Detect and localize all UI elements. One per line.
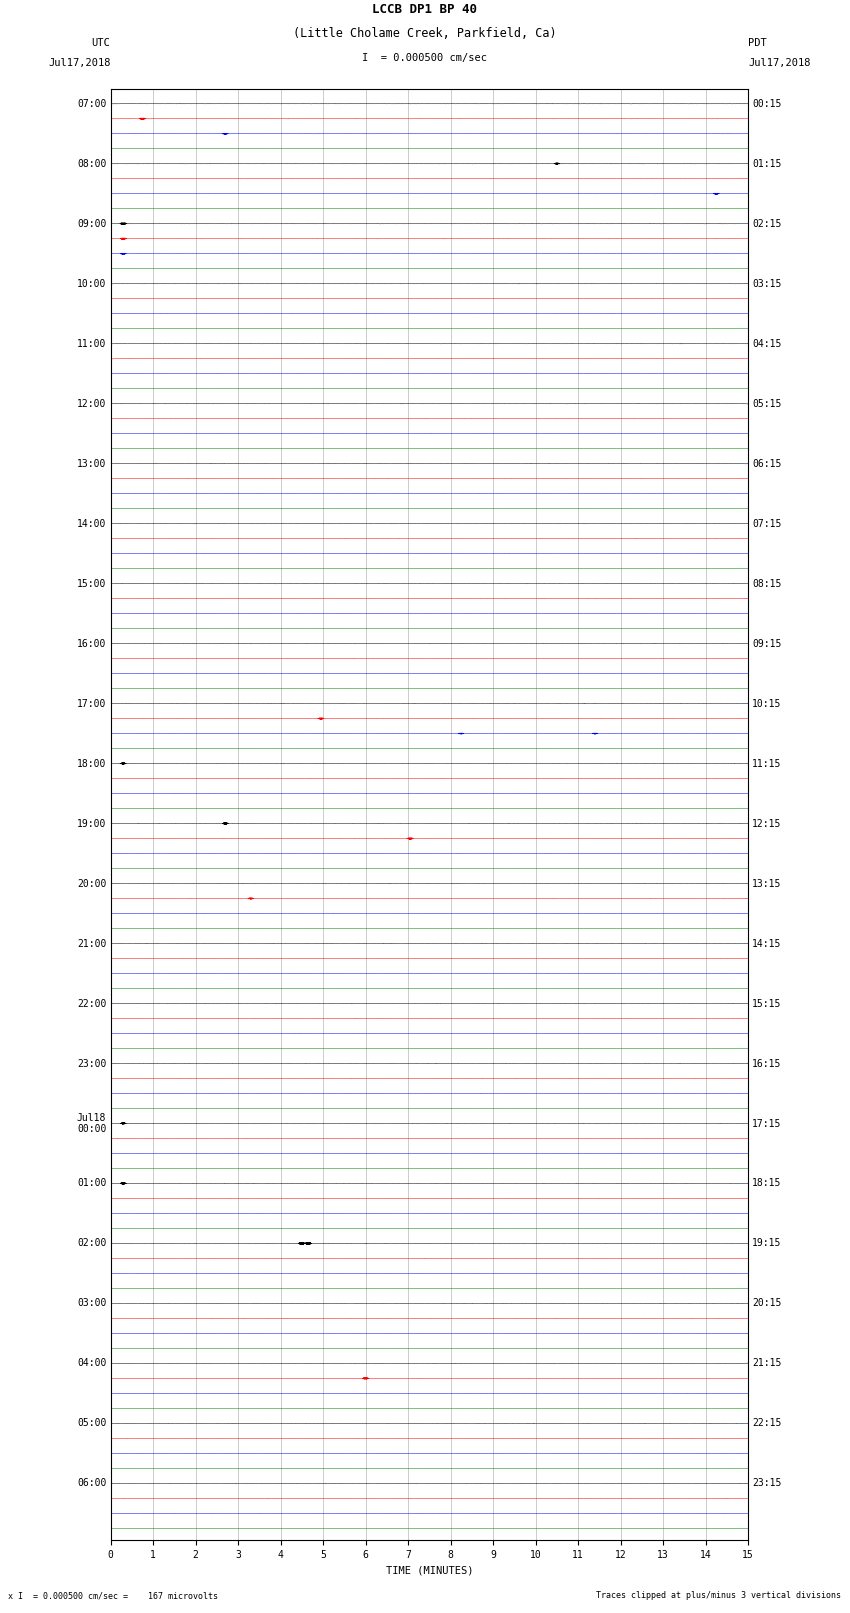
Text: Jul17,2018: Jul17,2018 (48, 58, 110, 68)
Text: 15:00: 15:00 (76, 579, 106, 589)
Text: (Little Cholame Creek, Parkfield, Ca): (Little Cholame Creek, Parkfield, Ca) (293, 27, 557, 40)
Text: UTC: UTC (92, 39, 110, 48)
Text: 21:00: 21:00 (76, 939, 106, 948)
Text: 02:15: 02:15 (752, 219, 782, 229)
Text: Jul17,2018: Jul17,2018 (748, 58, 811, 68)
Text: 04:15: 04:15 (752, 339, 782, 348)
Text: 06:00: 06:00 (76, 1479, 106, 1489)
Text: x I  = 0.000500 cm/sec =    167 microvolts: x I = 0.000500 cm/sec = 167 microvolts (8, 1590, 218, 1600)
Text: 23:15: 23:15 (752, 1479, 782, 1489)
Text: 20:15: 20:15 (752, 1298, 782, 1308)
Text: 22:00: 22:00 (76, 998, 106, 1008)
Text: 01:15: 01:15 (752, 158, 782, 169)
Text: 14:15: 14:15 (752, 939, 782, 948)
Text: 13:15: 13:15 (752, 879, 782, 889)
Text: 10:00: 10:00 (76, 279, 106, 289)
Text: 07:00: 07:00 (76, 98, 106, 108)
Text: 15:15: 15:15 (752, 998, 782, 1008)
Text: 16:15: 16:15 (752, 1058, 782, 1068)
Text: Jul18
00:00: Jul18 00:00 (76, 1113, 106, 1134)
Text: 20:00: 20:00 (76, 879, 106, 889)
Text: 18:00: 18:00 (76, 758, 106, 768)
Text: 16:00: 16:00 (76, 639, 106, 648)
Text: 07:15: 07:15 (752, 519, 782, 529)
Text: 22:15: 22:15 (752, 1418, 782, 1429)
Text: 02:00: 02:00 (76, 1239, 106, 1248)
Text: 12:15: 12:15 (752, 818, 782, 829)
Text: 00:15: 00:15 (752, 98, 782, 108)
Text: 03:15: 03:15 (752, 279, 782, 289)
Text: 01:00: 01:00 (76, 1179, 106, 1189)
Text: 12:00: 12:00 (76, 398, 106, 408)
Text: 08:00: 08:00 (76, 158, 106, 169)
Text: 05:00: 05:00 (76, 1418, 106, 1429)
Text: 18:15: 18:15 (752, 1179, 782, 1189)
Text: 14:00: 14:00 (76, 519, 106, 529)
Text: 09:00: 09:00 (76, 219, 106, 229)
Text: 03:00: 03:00 (76, 1298, 106, 1308)
Text: 23:00: 23:00 (76, 1058, 106, 1068)
Text: 06:15: 06:15 (752, 458, 782, 469)
Text: PDT: PDT (748, 39, 767, 48)
Text: 10:15: 10:15 (752, 698, 782, 708)
Text: I  = 0.000500 cm/sec: I = 0.000500 cm/sec (362, 53, 488, 63)
Text: 17:15: 17:15 (752, 1118, 782, 1129)
Text: 09:15: 09:15 (752, 639, 782, 648)
Text: 04:00: 04:00 (76, 1358, 106, 1368)
Text: 13:00: 13:00 (76, 458, 106, 469)
Text: 19:15: 19:15 (752, 1239, 782, 1248)
Text: 17:00: 17:00 (76, 698, 106, 708)
Text: 08:15: 08:15 (752, 579, 782, 589)
Text: 21:15: 21:15 (752, 1358, 782, 1368)
Text: LCCB DP1 BP 40: LCCB DP1 BP 40 (372, 3, 478, 16)
Text: 19:00: 19:00 (76, 818, 106, 829)
Text: 11:15: 11:15 (752, 758, 782, 768)
Text: Traces clipped at plus/minus 3 vertical divisions: Traces clipped at plus/minus 3 vertical … (597, 1590, 842, 1600)
Text: 05:15: 05:15 (752, 398, 782, 408)
Text: 11:00: 11:00 (76, 339, 106, 348)
X-axis label: TIME (MINUTES): TIME (MINUTES) (386, 1566, 473, 1576)
